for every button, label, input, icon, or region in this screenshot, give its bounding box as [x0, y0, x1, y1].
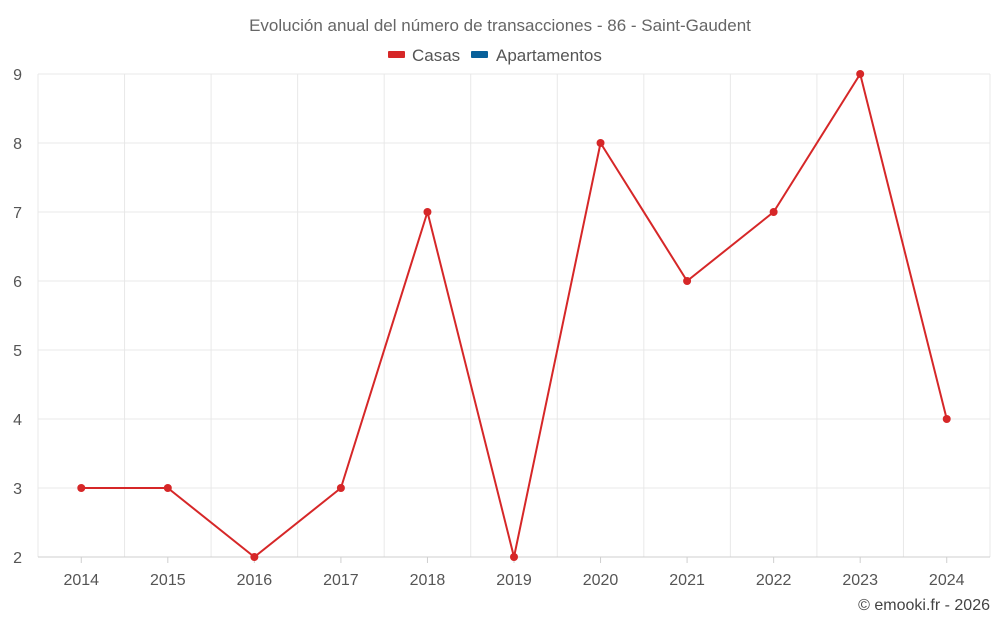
x-tick-label: 2020	[583, 572, 619, 589]
x-tick-label: 2022	[756, 572, 792, 589]
data-point[interactable]	[163, 484, 172, 492]
data-point[interactable]	[510, 553, 518, 561]
x-tick-label: 2015	[150, 572, 186, 589]
legend-label-casas: Casas	[412, 46, 460, 65]
y-tick-label: 7	[13, 205, 22, 222]
y-tick-label: 5	[13, 343, 22, 360]
credit-text: © emooki.fr - 2026	[858, 597, 990, 614]
y-tick-label: 8	[13, 136, 22, 153]
data-point[interactable]	[250, 553, 259, 561]
series-layer	[77, 70, 951, 561]
y-tick-label: 6	[13, 274, 22, 291]
y-tick-label: 2	[13, 550, 22, 567]
chart-title: Evolución anual del número de transaccio…	[249, 16, 751, 35]
data-point[interactable]	[856, 70, 865, 78]
data-point[interactable]	[596, 139, 605, 147]
y-tick-label: 3	[13, 481, 22, 498]
x-tick-label: 2017	[323, 572, 359, 589]
x-tick-label: 2023	[842, 572, 878, 589]
axes: 2 3 4 5 6 7 8 9 2014 2015 2016 2017 2018 2019 2020 2021…	[13, 67, 990, 589]
x-tick-label: 2018	[410, 572, 446, 589]
x-tick-label: 2021	[669, 572, 705, 589]
data-point[interactable]	[683, 277, 692, 285]
data-point[interactable]	[423, 208, 432, 216]
y-tick-label: 9	[13, 67, 22, 84]
data-point[interactable]	[336, 484, 345, 492]
legend-label-apartamentos: Apartamentos	[496, 46, 602, 65]
x-tick-label: 2024	[929, 572, 965, 589]
y-tick-label: 4	[13, 412, 22, 429]
legend-swatch-casas	[388, 51, 405, 58]
x-tick-label: 2014	[63, 572, 99, 589]
data-point[interactable]	[942, 415, 951, 423]
data-point[interactable]	[769, 208, 778, 216]
data-point[interactable]	[77, 484, 86, 492]
legend: Casas Apartamentos	[388, 46, 602, 65]
grid	[37, 73, 991, 557]
legend-swatch-apartamentos	[471, 51, 488, 58]
x-tick-label: 2019	[496, 572, 532, 589]
legend-item-apartamentos[interactable]: Apartamentos	[471, 46, 602, 65]
x-tick-label: 2016	[237, 572, 273, 589]
legend-item-casas[interactable]: Casas	[388, 46, 460, 65]
